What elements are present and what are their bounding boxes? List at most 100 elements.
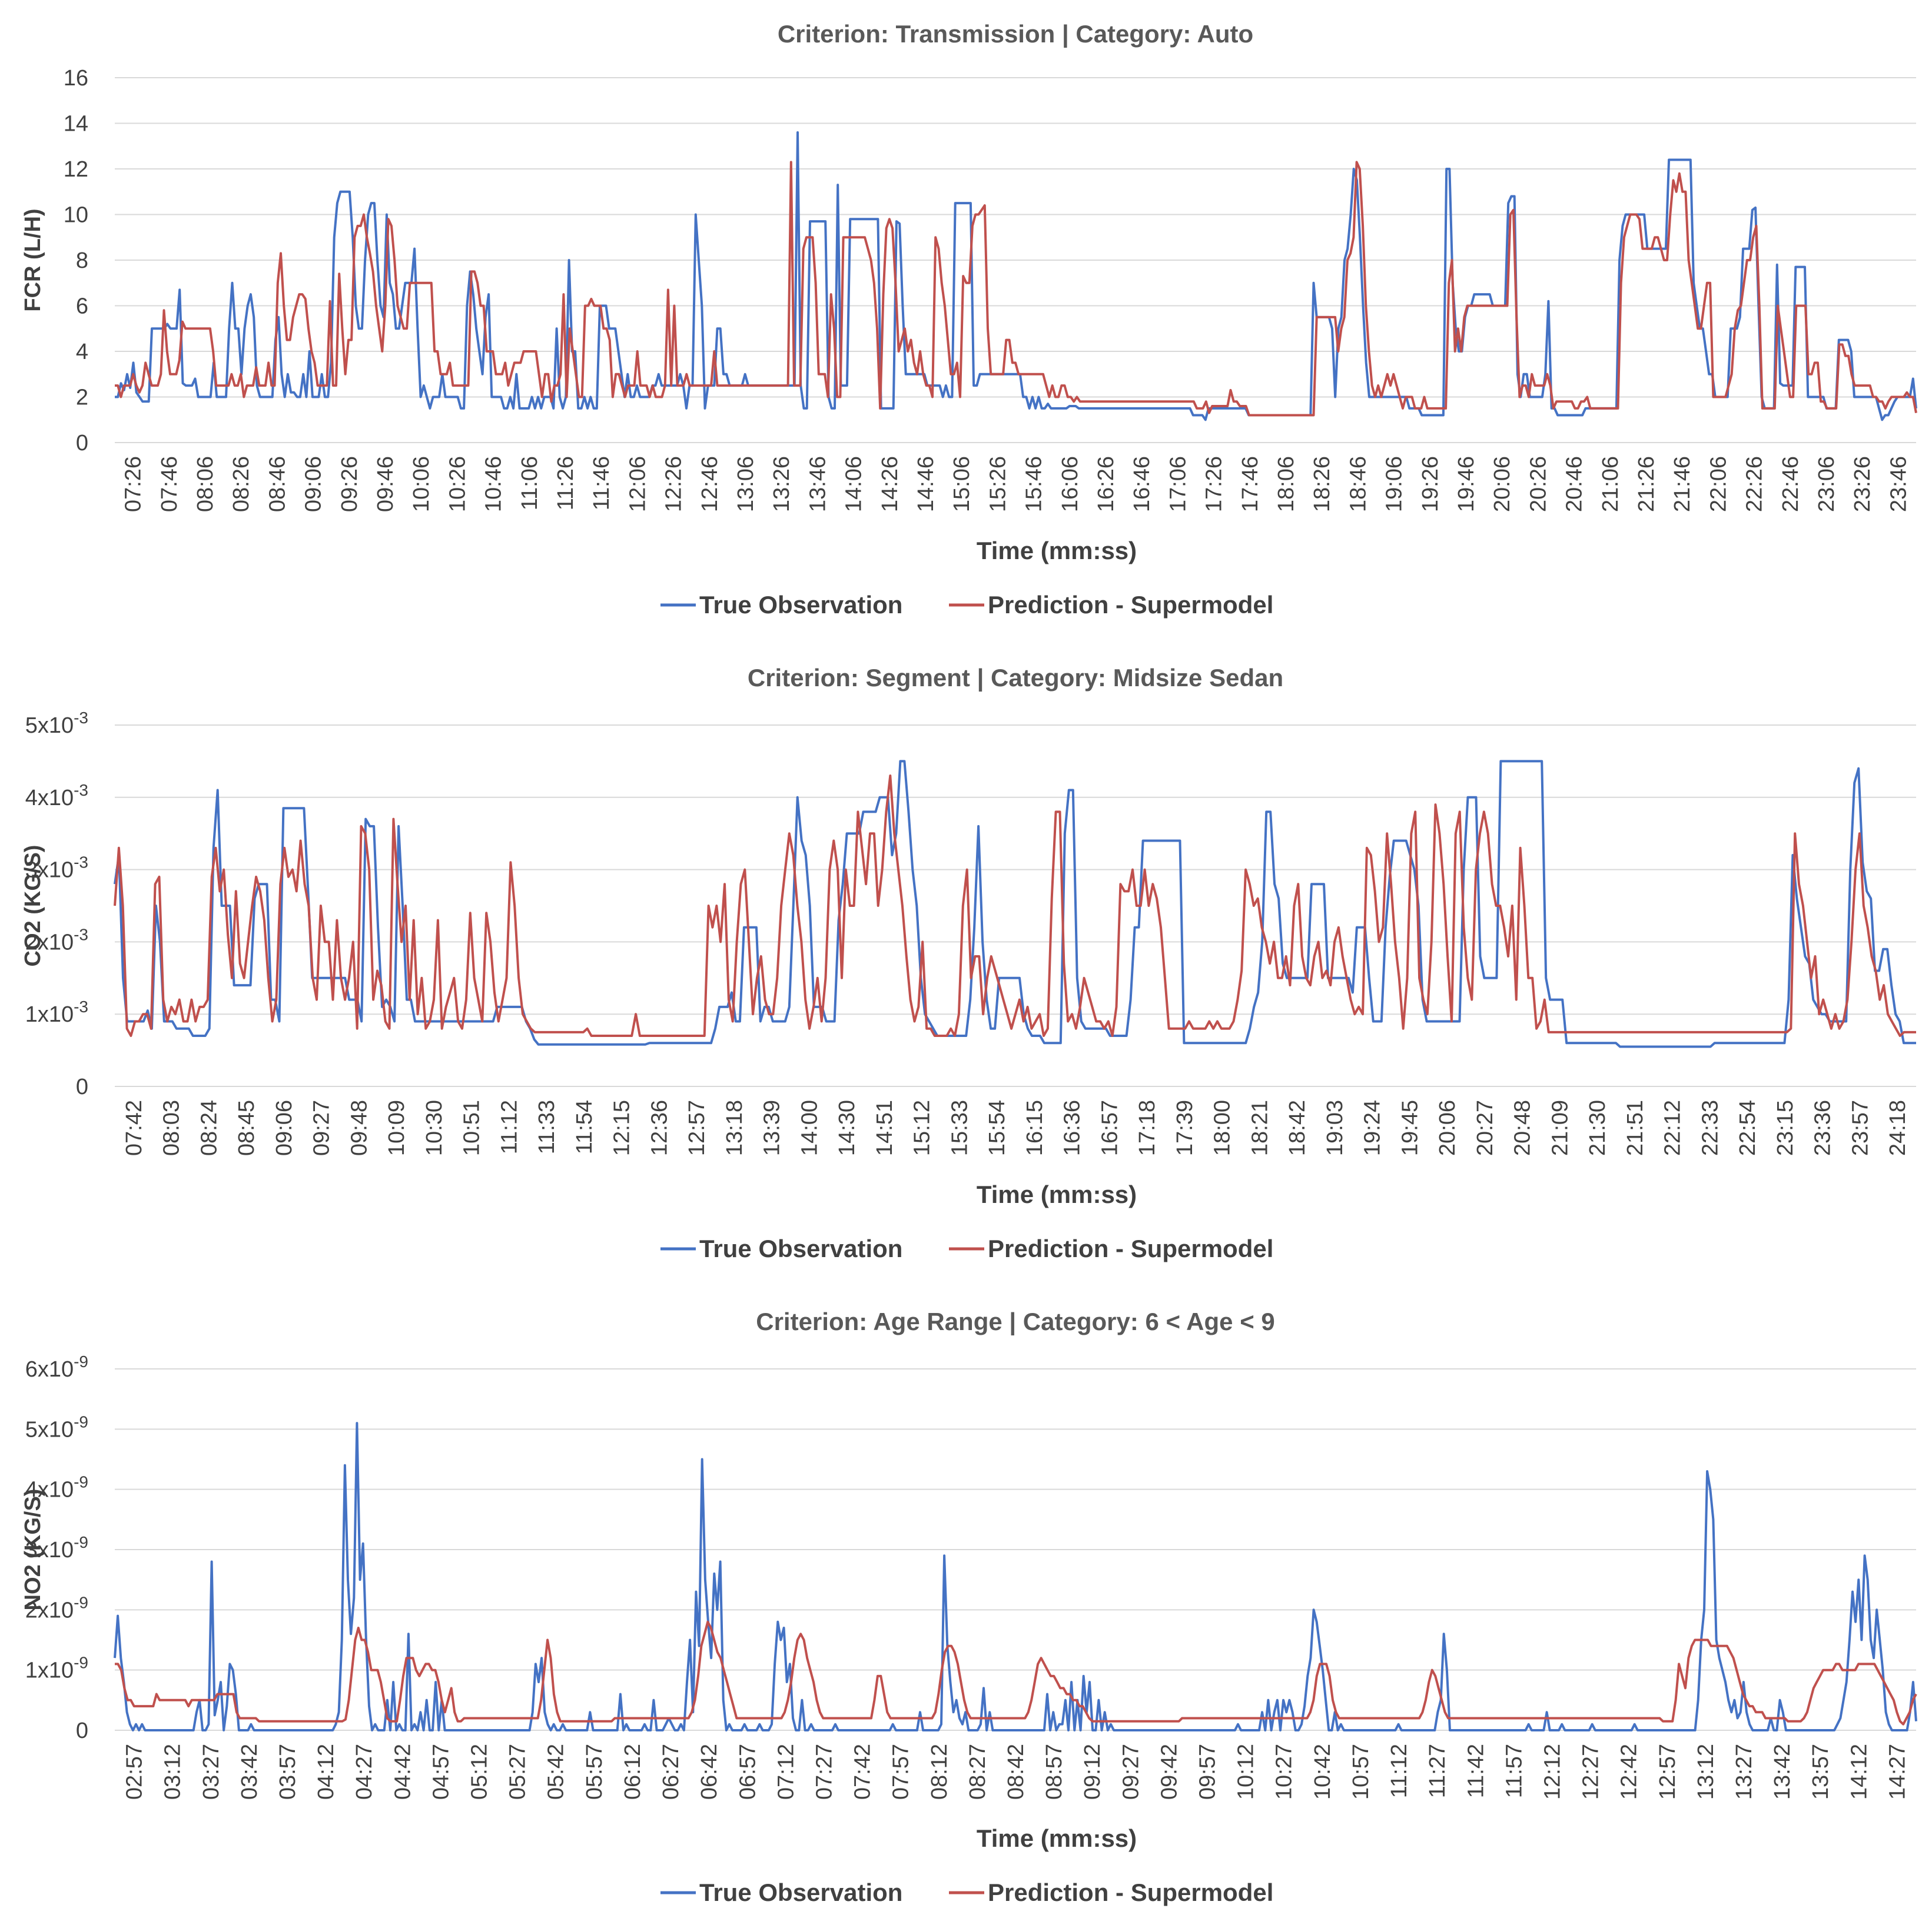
x-tick-label: 11:42 [1463, 1744, 1488, 1798]
x-tick-label: 04:12 [314, 1744, 338, 1800]
chart-title: Criterion: Segment | Category: Midsize S… [748, 664, 1283, 692]
x-tick-label: 22:33 [1698, 1100, 1722, 1156]
x-tick-label: 19:06 [1382, 456, 1407, 512]
y-tick-label: 2x10-3 [25, 925, 88, 955]
x-tick-label: 09:26 [337, 456, 362, 512]
x-tick-label: 10:27 [1272, 1744, 1297, 1800]
x-tick-label: 13:12 [1694, 1744, 1718, 1800]
legend: True Observation Prediction - Supermodel [660, 1879, 1273, 1906]
y-tick-label: 12 [64, 157, 88, 182]
y-tick-label: 2 [76, 385, 88, 410]
x-tick-label: 05:12 [467, 1744, 492, 1800]
x-tick-label: 17:18 [1135, 1100, 1160, 1156]
x-tick-label: 22:12 [1661, 1100, 1685, 1156]
x-tick-label: 15:46 [1022, 456, 1047, 512]
x-tick-label: 15:06 [950, 456, 974, 512]
x-tick-label: 21:51 [1623, 1100, 1648, 1156]
x-tick-label: 07:12 [774, 1744, 798, 1800]
y-tick-label: 14 [64, 112, 88, 137]
x-axis-label: Time (mm:ss) [977, 1824, 1137, 1852]
x-tick-label: 12:15 [610, 1100, 635, 1156]
y-axis-label: CO2 (KG/S) [21, 845, 45, 967]
x-tick-label: 11:12 [1387, 1744, 1412, 1798]
x-tick-label: 15:33 [947, 1100, 972, 1156]
x-tick-label: 23:46 [1886, 456, 1911, 512]
x-tick-label: 14:30 [835, 1100, 859, 1156]
x-tick-label: 14:27 [1885, 1744, 1910, 1800]
x-axis-label: Time (mm:ss) [977, 1181, 1137, 1208]
x-tick-label: 11:54 [572, 1100, 597, 1154]
x-tick-label: 05:27 [506, 1744, 530, 1800]
x-tick-label: 12:57 [685, 1100, 709, 1156]
x-tick-label: 09:06 [272, 1100, 297, 1156]
chart-title: Criterion: Age Range | Category: 6 < Age… [756, 1308, 1275, 1336]
x-tick-label: 11:27 [1425, 1744, 1450, 1798]
x-tick-label: 20:26 [1526, 456, 1551, 512]
x-tick-label: 10:06 [409, 456, 434, 512]
x-tick-label: 07:57 [889, 1744, 914, 1800]
x-tick-label: 20:48 [1511, 1100, 1535, 1156]
x-tick-label: 07:27 [812, 1744, 836, 1800]
y-tick-label: 0 [76, 1075, 88, 1099]
y-tick-label: 4x10-9 [25, 1473, 88, 1502]
y-tick-label: 5x10-3 [25, 709, 88, 738]
x-tick-label: 13:18 [722, 1100, 747, 1156]
y-tick-label: 0 [76, 431, 88, 456]
y-tick-label: 2x10-9 [25, 1593, 88, 1623]
y-axis-label: FCR (L/H) [21, 208, 45, 311]
y-axis-label: NO2 (KG/S) [21, 1489, 45, 1611]
x-tick-label: 03:12 [161, 1744, 185, 1800]
x-tick-label: 23:36 [1811, 1100, 1835, 1156]
x-tick-label: 07:26 [121, 456, 146, 512]
x-tick-label: 04:42 [390, 1744, 415, 1800]
x-tick-label: 08:26 [229, 456, 254, 512]
legend-label-true-observation: True Observation [699, 591, 902, 619]
x-tick-label: 12:46 [698, 456, 722, 512]
x-tick-label: 11:12 [497, 1100, 522, 1154]
x-tick-label: 07:42 [122, 1100, 147, 1156]
x-tick-label: 20:46 [1562, 456, 1587, 512]
y-tick-label: 6x10-9 [25, 1352, 88, 1382]
legend-label-prediction-supermodel: Prediction - Supermodel [988, 1235, 1273, 1262]
x-tick-label: 10:26 [445, 456, 470, 512]
x-axis-label: Time (mm:ss) [977, 537, 1137, 564]
x-tick-label: 05:42 [544, 1744, 569, 1800]
x-tick-label: 22:06 [1706, 456, 1731, 512]
x-tick-label: 08:42 [1004, 1744, 1028, 1800]
x-tick-label: 14:12 [1847, 1744, 1871, 1800]
x-tick-label: 07:42 [851, 1744, 875, 1800]
x-tick-label: 16:36 [1060, 1100, 1085, 1156]
series-line-prediction-supermodel [115, 1620, 1917, 1726]
x-tick-label: 13:27 [1732, 1744, 1757, 1800]
x-tick-label: 20:27 [1473, 1100, 1498, 1156]
y-tick-label: 10 [64, 203, 88, 228]
x-tick-label: 14:26 [878, 456, 902, 512]
series-line-true-observation [115, 131, 1917, 421]
x-tick-label: 18:26 [1310, 456, 1335, 512]
x-tick-label: 10:09 [384, 1100, 409, 1156]
x-tick-label: 12:06 [625, 456, 650, 512]
legend-label-prediction-supermodel: Prediction - Supermodel [988, 591, 1273, 619]
x-tick-label: 19:26 [1418, 456, 1443, 512]
x-tick-label: 23:26 [1850, 456, 1875, 512]
x-tick-label: 14:06 [842, 456, 867, 512]
x-tick-label: 08:27 [965, 1744, 990, 1800]
x-tick-label: 15:12 [910, 1100, 935, 1156]
legend: True Observation Prediction - Supermodel [660, 591, 1273, 619]
x-tick-label: 21:26 [1634, 456, 1659, 512]
x-tick-label: 13:46 [805, 456, 830, 512]
x-tick-label: 16:06 [1058, 456, 1083, 512]
x-tick-label: 15:54 [985, 1100, 1010, 1156]
y-tick-label: 3x10-3 [25, 853, 88, 883]
x-tick-label: 04:57 [429, 1744, 453, 1800]
x-tick-label: 21:06 [1598, 456, 1623, 512]
x-tick-label: 13:42 [1770, 1744, 1795, 1800]
x-tick-label: 12:36 [647, 1100, 672, 1156]
x-tick-label: 02:57 [122, 1744, 147, 1800]
x-tick-label: 06:42 [697, 1744, 722, 1800]
x-tick-label: 10:57 [1349, 1744, 1373, 1800]
series-line-true-observation [114, 760, 1916, 1048]
x-tick-label: 18:21 [1247, 1100, 1272, 1156]
x-tick-label: 23:57 [1848, 1100, 1873, 1156]
y-tick-label: 0 [76, 1718, 88, 1743]
